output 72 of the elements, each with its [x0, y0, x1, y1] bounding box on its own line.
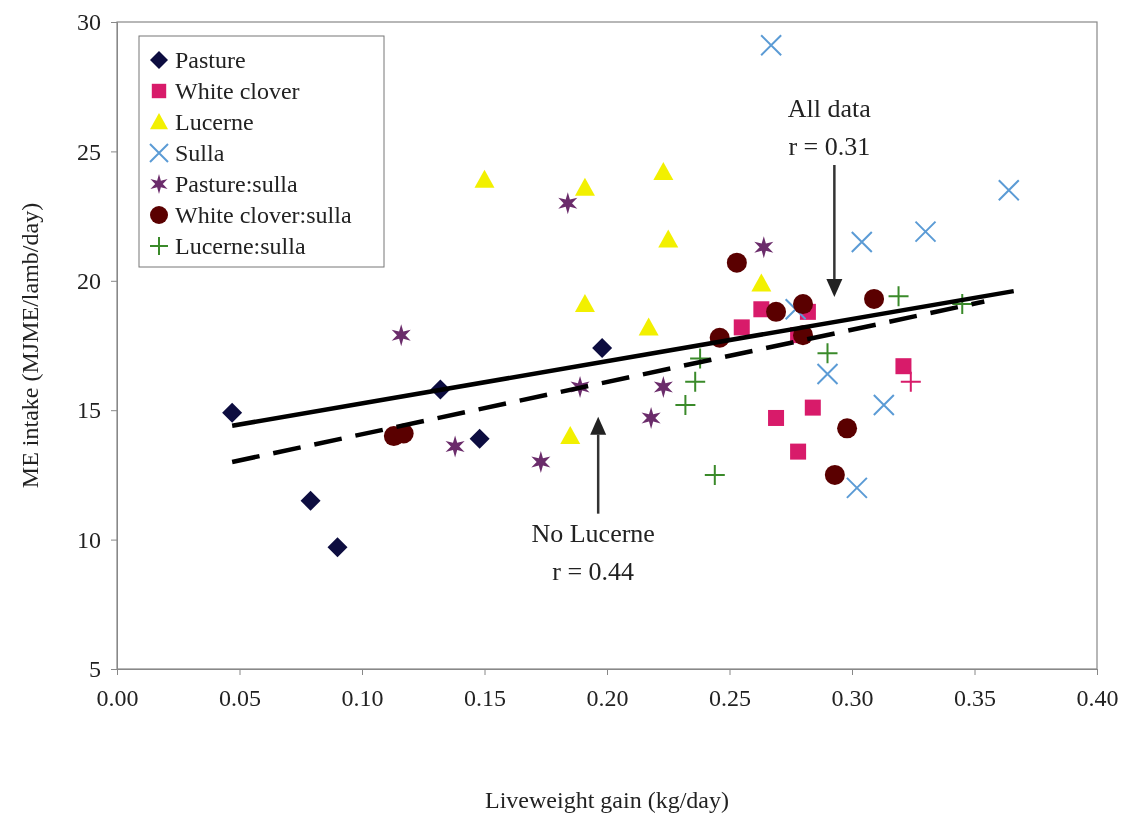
x-tick-label: 0.30	[831, 685, 874, 712]
y-axis-title: ME intake (MJME/lamb/day)	[17, 202, 43, 489]
point	[754, 236, 774, 259]
annotation: All data r = 0.31	[787, 93, 872, 161]
point	[895, 358, 912, 375]
x-tick-label: 0.35	[954, 685, 996, 712]
x-tick-label: 0.20	[586, 685, 629, 712]
x-tick-label: 0.10	[341, 685, 384, 712]
y-tick-label: 20	[77, 267, 101, 294]
point	[445, 435, 465, 458]
x-tick-label: 0.25	[709, 685, 751, 712]
point	[816, 342, 839, 365]
point	[733, 319, 750, 336]
point	[824, 464, 845, 485]
point	[689, 347, 712, 370]
point	[674, 394, 697, 417]
point	[474, 169, 495, 188]
point	[222, 402, 243, 423]
point	[469, 428, 490, 449]
y-tick-label: 15	[77, 397, 101, 424]
legend-label: White clover:sulla	[175, 202, 352, 228]
point	[997, 179, 1020, 202]
point	[887, 285, 910, 308]
point	[793, 294, 813, 315]
point	[804, 399, 821, 416]
point	[653, 375, 673, 398]
point	[850, 230, 873, 253]
point	[641, 406, 661, 429]
point	[837, 418, 858, 439]
point	[766, 301, 787, 322]
point	[684, 370, 707, 393]
point	[790, 443, 807, 460]
point	[751, 273, 772, 292]
point	[845, 476, 868, 499]
point	[658, 229, 679, 248]
point	[726, 252, 747, 273]
legend-label: Pasture	[175, 47, 246, 73]
point	[558, 192, 578, 215]
point	[574, 177, 595, 196]
point	[784, 298, 807, 321]
point	[327, 537, 348, 558]
legend-label: Sulla	[175, 140, 225, 166]
y-tick-label: 30	[77, 9, 101, 36]
y-tick-label: 25	[77, 138, 101, 165]
point	[816, 362, 839, 385]
point	[864, 288, 885, 309]
point	[951, 293, 974, 316]
point	[653, 162, 674, 181]
annotation: No Lucerne r = 0.44	[531, 518, 655, 586]
point	[768, 409, 785, 426]
point	[760, 34, 783, 57]
point	[300, 490, 321, 511]
legend-label: White clover	[175, 78, 300, 104]
y-tick-label: 5	[89, 656, 101, 683]
legend-label: Lucerne:sulla	[175, 233, 306, 259]
point	[391, 324, 411, 347]
point	[638, 317, 659, 336]
point	[531, 450, 551, 473]
legend-label: Pasture:sulla	[175, 171, 298, 197]
point	[872, 394, 895, 417]
point	[574, 294, 595, 313]
point	[560, 426, 581, 445]
y-tick-label: 10	[77, 526, 101, 553]
point	[592, 338, 613, 359]
x-tick-label: 0.15	[464, 685, 506, 712]
x-tick-label: 0.40	[1076, 685, 1119, 712]
legend-label: Lucerne	[175, 109, 254, 135]
x-tick-label: 0.00	[96, 685, 139, 712]
x-axis-title: Liveweight gain (kg/day)	[485, 787, 729, 813]
point	[703, 463, 726, 486]
point	[914, 220, 937, 243]
x-tick-label: 0.05	[219, 685, 261, 712]
